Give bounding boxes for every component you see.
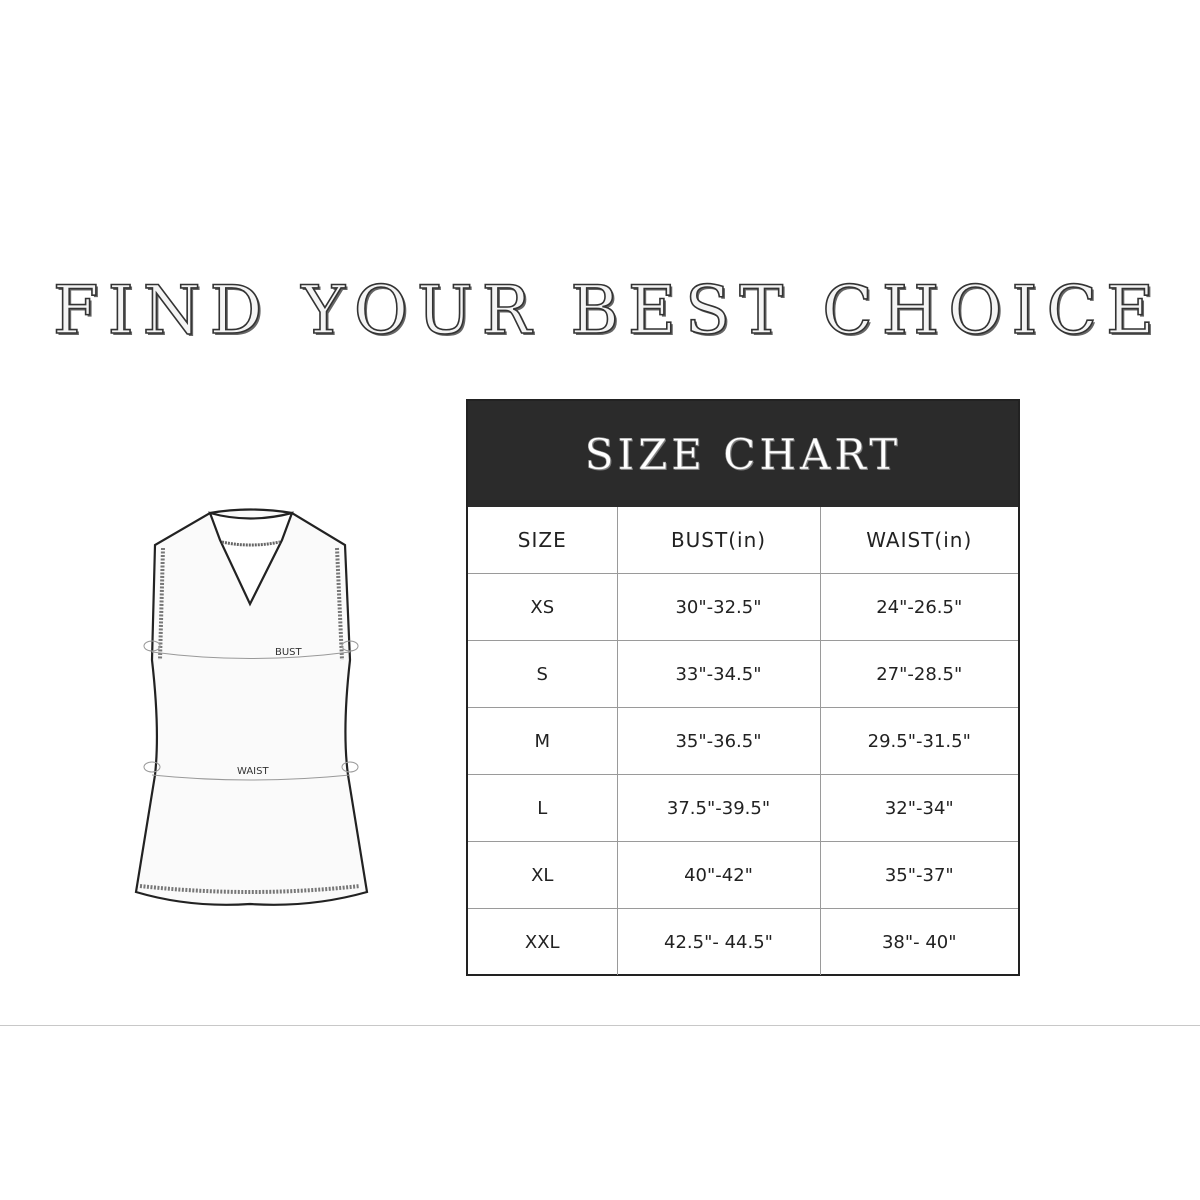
table-row: L 37.5"-39.5" 32"-34": [468, 774, 1018, 842]
bust-cell: 33"-34.5": [616, 640, 821, 708]
waist-cell: 38"- 40": [819, 908, 1018, 975]
bust-cell: 40"-42": [616, 841, 821, 909]
column-header-bust: BUST(in): [616, 507, 821, 574]
bust-label: BUST: [275, 647, 303, 658]
bust-cell: 35"-36.5": [616, 707, 821, 775]
table-row: S 33"-34.5" 27"-28.5": [468, 640, 1018, 708]
size-table: SIZE BUST(in) WAIST(in) XS 30"-32.5" 24"-2…: [468, 507, 1018, 975]
waist-label: WAIST: [237, 766, 269, 777]
table-row: XS 30"-32.5" 24"-26.5": [468, 573, 1018, 641]
table-header-row: SIZE BUST(in) WAIST(in): [468, 507, 1018, 574]
waist-cell: 29.5"-31.5": [819, 707, 1018, 775]
bust-cell: 42.5"- 44.5": [616, 908, 821, 975]
size-cell: M: [468, 707, 618, 775]
divider-line: [0, 1025, 1200, 1026]
size-cell: XXL: [468, 908, 618, 975]
size-cell: XL: [468, 841, 618, 909]
table-row: XL 40"-42" 35"-37": [468, 841, 1018, 909]
size-cell: L: [468, 774, 618, 842]
waist-cell: 24"-26.5": [819, 573, 1018, 641]
size-chart-heading: SIZE CHART: [584, 429, 902, 479]
column-header-waist: WAIST(in): [819, 507, 1018, 574]
bust-cell: 30"-32.5": [616, 573, 821, 641]
table-row: XXL 42.5"- 44.5" 38"- 40": [468, 908, 1018, 975]
waist-cell: 32"-34": [819, 774, 1018, 842]
tank-top-illustration: BUST WAIST: [134, 508, 369, 906]
page-title: FIND YOUR BEST CHOICE: [52, 271, 1164, 350]
waist-cell: 27"-28.5": [819, 640, 1018, 708]
size-cell: XS: [468, 573, 618, 641]
table-row: M 35"-36.5" 29.5"-31.5": [468, 707, 1018, 775]
waist-cell: 35"-37": [819, 841, 1018, 909]
size-chart-header: SIZE CHART: [468, 401, 1018, 507]
size-cell: S: [468, 640, 618, 708]
size-chart: SIZE CHART SIZE BUST(in) WAIST(in) XS 30"…: [466, 399, 1020, 976]
bust-cell: 37.5"-39.5": [616, 774, 821, 842]
column-header-size: SIZE: [468, 507, 618, 574]
